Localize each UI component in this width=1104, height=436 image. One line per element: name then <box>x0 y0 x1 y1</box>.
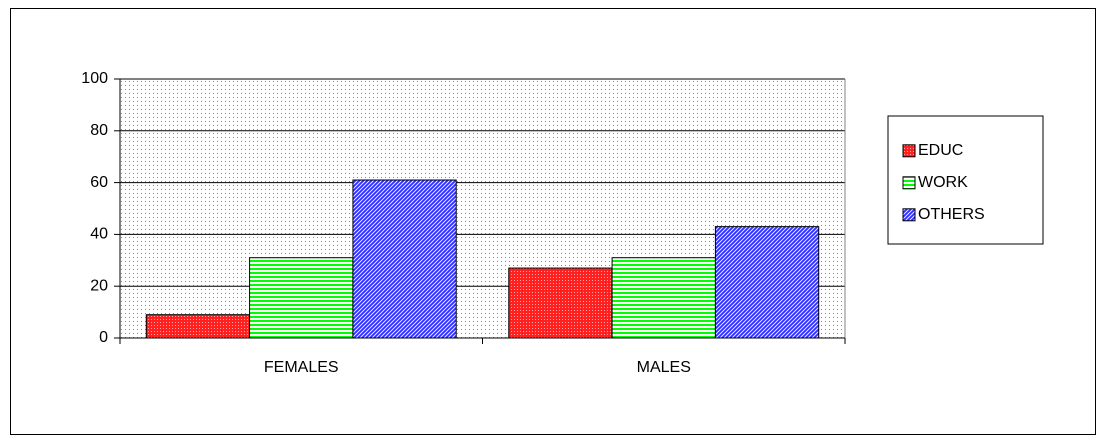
legend-label: OTHERS <box>918 206 985 223</box>
bar <box>611 257 716 339</box>
legend-label: WORK <box>918 174 968 191</box>
y-tick-label: 60 <box>90 174 108 191</box>
legend-label: EDUC <box>918 142 963 159</box>
bar <box>714 226 820 339</box>
legend-swatch <box>902 208 916 222</box>
bar <box>508 267 613 339</box>
y-tick-label: 0 <box>99 329 108 346</box>
y-tick-label: 80 <box>90 122 108 139</box>
legend-swatch <box>902 144 916 158</box>
bar <box>352 179 457 339</box>
bar <box>249 257 354 339</box>
y-tick-label: 100 <box>81 70 108 87</box>
bar <box>145 314 251 339</box>
x-tick-label: MALES <box>637 359 691 376</box>
legend-swatch <box>902 176 916 190</box>
x-tick-label: FEMALES <box>264 359 339 376</box>
y-tick-label: 20 <box>90 277 108 294</box>
y-tick-label: 40 <box>90 226 108 243</box>
